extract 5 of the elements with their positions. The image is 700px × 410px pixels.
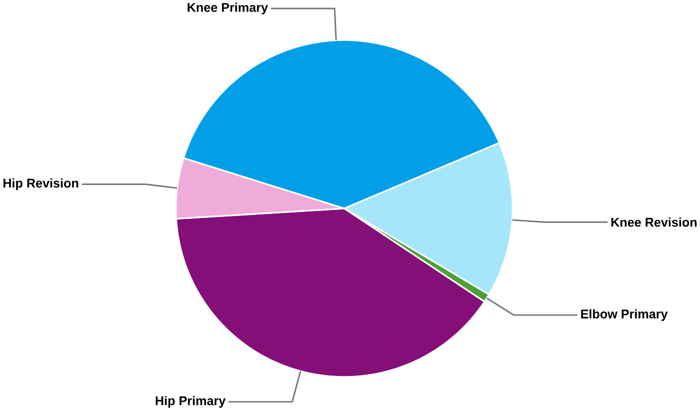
slice-label: Knee Revision xyxy=(611,217,697,227)
slice-label: Hip Revision xyxy=(4,178,78,190)
slice-label: Elbow Primary xyxy=(581,309,668,321)
slice-label: Hip Primary xyxy=(156,396,226,408)
slice-label: Knee Primary xyxy=(188,2,268,14)
